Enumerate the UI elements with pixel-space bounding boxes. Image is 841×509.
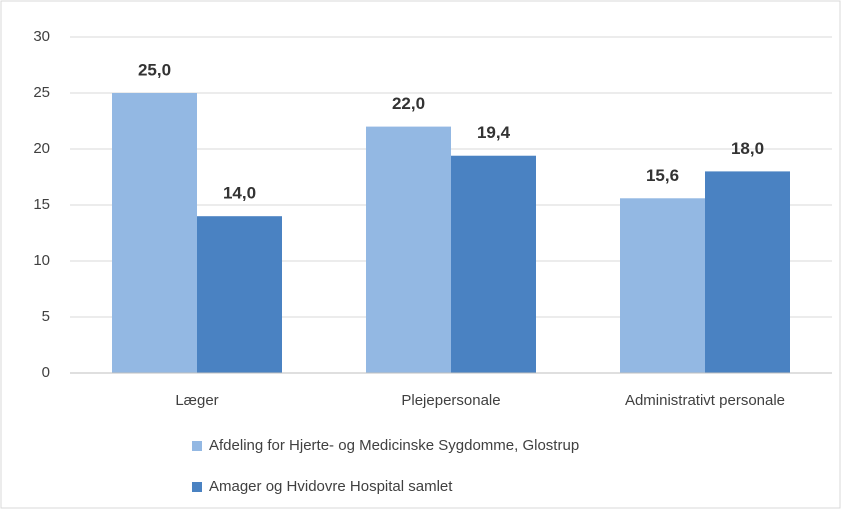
- bar: [366, 126, 451, 373]
- value-label: 18,0: [731, 139, 764, 158]
- y-tick-label: 10: [33, 252, 50, 269]
- x-tick-label: Plejepersonale: [401, 392, 500, 409]
- bar: [112, 93, 197, 373]
- x-tick-label: Administrativt personale: [625, 392, 785, 409]
- value-label: 19,4: [477, 123, 511, 142]
- x-tick-label: Læger: [175, 392, 218, 409]
- legend-label: Amager og Hvidovre Hospital samlet: [209, 478, 453, 495]
- legend-label: Afdeling for Hjerte- og Medicinske Sygdo…: [209, 437, 579, 454]
- bar: [197, 216, 282, 373]
- y-tick-label: 0: [42, 364, 50, 381]
- y-tick-label: 25: [33, 84, 50, 101]
- y-tick-label: 5: [42, 308, 50, 325]
- value-label: 14,0: [223, 184, 256, 203]
- bar: [705, 171, 790, 373]
- bar: [620, 198, 705, 373]
- y-tick-label: 15: [33, 196, 50, 213]
- value-label: 22,0: [392, 94, 425, 113]
- y-tick-label: 20: [33, 140, 50, 157]
- legend-swatch: [192, 441, 202, 451]
- y-tick-label: 30: [33, 28, 50, 45]
- value-label: 15,6: [646, 166, 679, 185]
- value-label: 25,0: [138, 60, 171, 79]
- legend-swatch: [192, 482, 202, 492]
- bar: [451, 155, 536, 373]
